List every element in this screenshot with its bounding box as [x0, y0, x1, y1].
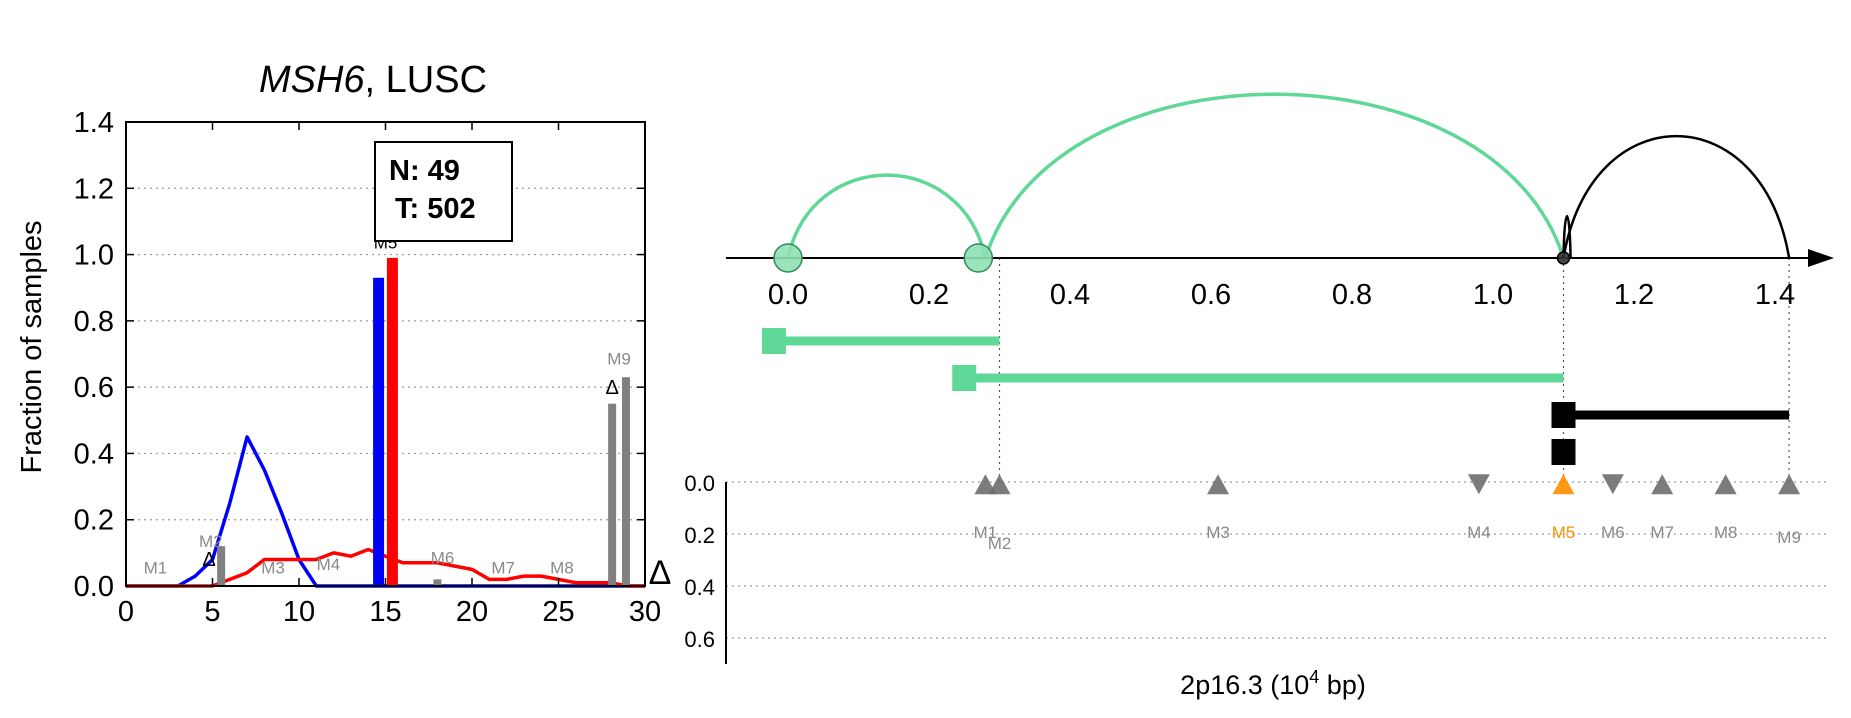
delta-axis-label: Δ — [649, 554, 672, 592]
y-tick-label: 0.4 — [74, 438, 114, 470]
marker-label: M2 — [199, 532, 223, 551]
marker-triangle — [1778, 474, 1801, 495]
y-axis-label: Fraction of samples — [16, 220, 48, 473]
y-tick-label: 0.0 — [684, 471, 715, 496]
title-cohort: , LUSC — [365, 59, 487, 101]
marker-label: M2 — [988, 534, 1012, 553]
marker-triangle — [1651, 474, 1674, 495]
xlabel-base: 2p16.3 (10 — [1180, 670, 1309, 700]
y-axis-ticks: 0.0 0.2 0.4 0.6 0.8 1.0 1.2 1.4 — [74, 107, 645, 603]
delta-symbol: Δ — [605, 377, 618, 399]
x-axis-label: 2p16.3 (104 bp) — [1180, 667, 1366, 700]
x-tick-label: 30 — [629, 596, 661, 628]
x-tick-label: 0 — [118, 596, 134, 628]
y-tick-label: 0.0 — [74, 571, 114, 603]
x-axis-ticks: 0 5 10 15 20 25 30 — [118, 122, 661, 628]
x-tick-label: 0.0 — [768, 279, 808, 311]
x-tick-label: 0.6 — [1191, 279, 1231, 311]
green-junction-arc — [786, 173, 988, 259]
marker-label: M4 — [1467, 523, 1491, 542]
y-tick-label: 0.2 — [74, 505, 114, 537]
marker-label: M3 — [261, 558, 285, 577]
gray-bar — [608, 403, 617, 586]
marker-label: M7 — [491, 558, 515, 577]
x-tick-label: 10 — [283, 596, 315, 628]
marker-label: M7 — [1650, 523, 1674, 542]
x-tick-label: 1.0 — [1473, 279, 1513, 311]
junction-nodes — [773, 243, 1571, 273]
junction-node — [1556, 251, 1571, 265]
gray-bar — [217, 546, 226, 586]
green-junction-arc — [983, 92, 1566, 259]
marker-label: M6 — [1601, 523, 1625, 542]
marker-label: M4 — [317, 555, 341, 574]
x-tick-label: 5 — [204, 596, 220, 628]
x-tick-label: 1.2 — [1614, 279, 1654, 311]
marker-label: M9 — [1777, 528, 1801, 547]
marker-label: M9 — [607, 350, 631, 369]
y-tick-label: 1.0 — [74, 240, 114, 272]
black-junction-arc — [1562, 215, 1572, 259]
delta-y-ticks: 0.0 0.2 0.4 0.6 — [684, 471, 715, 652]
y-tick-label: 1.2 — [74, 173, 114, 205]
transcripts — [761, 328, 1790, 465]
delta-gridlines — [726, 481, 1830, 639]
chart-title: MSH6, LUSC — [259, 59, 487, 101]
y-tick-label: 0.4 — [684, 575, 715, 600]
marker-label: M1 — [144, 558, 168, 577]
marker-label: M5 — [1552, 523, 1576, 542]
marker-triangle — [1467, 474, 1490, 495]
xlabel-exponent: 4 — [1309, 667, 1319, 687]
x-tick-label: 15 — [369, 596, 401, 628]
marker-label: M8 — [550, 558, 574, 577]
delta-symbol: Δ — [202, 549, 215, 571]
x-tick-label: 20 — [456, 596, 488, 628]
normal-count: N: 49 — [389, 155, 460, 187]
tumor-count: T: 502 — [395, 193, 476, 225]
y-tick-label: 0.6 — [74, 372, 114, 404]
locus-panel: 0.0 0.2 0.4 0.6 0.8 1.0 1.2 1.4 0.0 0.2 0.4 0.6 M1… — [649, 92, 1834, 700]
junction-node — [963, 243, 994, 273]
marker-triangle — [1714, 474, 1737, 495]
tumor-series-line — [126, 547, 645, 588]
sample-count-box: N: 49 T: 502 — [374, 141, 513, 242]
x-tick-label: 0.4 — [1050, 279, 1090, 311]
y-tick-label: 1.4 — [74, 107, 114, 139]
marker-triangle — [988, 474, 1011, 495]
marker-label: M1 — [974, 523, 998, 542]
xlabel-unit: bp) — [1319, 670, 1366, 700]
marker-label: M3 — [1206, 523, 1230, 542]
tumor-bar — [386, 257, 398, 586]
x-tick-label: 25 — [542, 596, 574, 628]
x-axis-ticks: 0.0 0.2 0.4 0.6 0.8 1.0 1.2 1.4 — [768, 279, 1795, 311]
x-tick-label: 1.4 — [1755, 279, 1795, 311]
y-tick-label: 0.6 — [684, 627, 715, 652]
marker-triangle — [974, 474, 997, 495]
junction-node — [773, 243, 803, 273]
marker-triangle — [1207, 474, 1230, 495]
bar-series — [217, 257, 630, 586]
gray-bar — [621, 377, 630, 586]
guide-lines — [998, 258, 1790, 482]
axis-arrow — [1808, 249, 1834, 267]
y-tick-label: 0.2 — [684, 523, 715, 548]
marker-label: M8 — [1714, 523, 1738, 542]
normal-bar — [373, 277, 385, 586]
marker-label: M6 — [431, 548, 455, 567]
title-gene: MSH6 — [259, 59, 365, 101]
black-junction-arc — [1562, 135, 1791, 259]
x-tick-label: 0.2 — [909, 279, 949, 311]
x-tick-label: 0.8 — [1332, 279, 1372, 311]
marker-triangle — [1552, 474, 1575, 495]
marker-triangle — [1601, 474, 1624, 495]
gray-bar — [433, 579, 442, 586]
junction-arcs — [786, 92, 1791, 259]
y-tick-label: 0.8 — [74, 306, 114, 338]
